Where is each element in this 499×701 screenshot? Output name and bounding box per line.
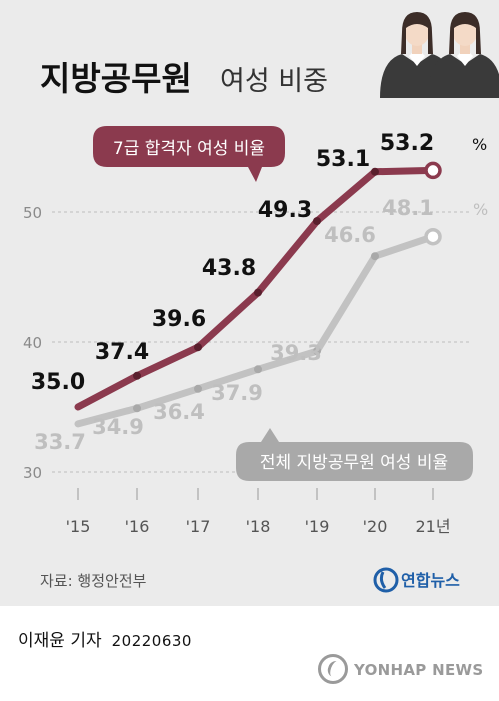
data-point [133, 404, 141, 413]
y-tick-label: 40 [23, 334, 42, 352]
x-tick-label: 21년 [415, 517, 450, 536]
x-tick-label: '17 [186, 517, 211, 536]
yonhap-watermark: YONHAP NEWS [318, 650, 493, 692]
x-tick-label: '20 [363, 517, 388, 536]
data-label-all-officials: 34.9 [92, 415, 144, 439]
watermark-text: YONHAP NEWS [354, 661, 484, 679]
x-tick-label: '18 [246, 517, 271, 536]
legend-all-officials: 전체 지방공무원 여성 비율 [236, 428, 473, 481]
data-point [194, 343, 202, 352]
data-point [254, 365, 262, 374]
legend-label-all-officials: 전체 지방공무원 여성 비율 [260, 453, 448, 473]
unit-label: % [473, 200, 488, 219]
brand-name: 연합뉴스 [401, 571, 460, 590]
chart-title: 지방공무원 [40, 59, 192, 98]
data-point-end [424, 161, 442, 180]
data-label-7th-grade: 49.3 [258, 198, 312, 223]
yonhap-logo-icon [373, 567, 399, 593]
chart-svg: 지방공무원 여성 비중 '15 '16 '17 '18 '19 '20 21년 30 40 50 [23, 12, 499, 593]
data-point [313, 347, 321, 356]
data-label-all-officials: 36.4 [153, 400, 205, 424]
unit-label: % [472, 135, 487, 154]
chart-subtitle: 여성 비중 [220, 66, 328, 97]
chart-panel: 지방공무원 여성 비중 '15 '16 '17 '18 '19 '20 21년 30 40 50 [0, 0, 499, 606]
y-tick-label: 30 [23, 464, 42, 482]
data-label-all-officials: 48.1 [382, 196, 434, 220]
data-label-7th-grade: 43.8 [202, 256, 256, 281]
data-point [194, 384, 202, 393]
x-tick-label: '19 [305, 517, 330, 536]
legend-7th-grade: 7급 합격자 여성 비율 [93, 126, 285, 182]
data-label-7th-grade: 37.4 [95, 340, 149, 365]
data-point [313, 217, 321, 226]
woman-figure-icon [428, 12, 499, 98]
data-label-all-officials: 39.3 [270, 341, 322, 365]
data-point-end [424, 227, 442, 246]
data-labels: 35.0 37.439.6 43.8 49.3 53.1 53.2 33.734.9 36.4… [31, 131, 488, 454]
legend-label-7th-grade: 7급 합격자 여성 비율 [113, 139, 265, 159]
yonhap-watermark-icon [318, 654, 348, 684]
byline-name: 이재윤 기자 [18, 631, 102, 651]
data-label-7th-grade: 39.6 [152, 307, 206, 332]
source-note: 자료: 행정안전부 [40, 572, 147, 590]
x-axis: '15 '16 '17 '18 '19 '20 21년 [66, 488, 451, 536]
x-tick-label: '15 [66, 517, 91, 536]
data-point [254, 288, 262, 297]
byline: 이재윤 기자 20220630 [18, 626, 192, 651]
x-tick-label: '16 [125, 517, 150, 536]
y-axis: 30 40 50 [23, 204, 42, 482]
data-point [133, 371, 141, 380]
data-label-all-officials: 46.6 [324, 223, 376, 247]
data-label-all-officials: 37.9 [211, 381, 263, 405]
y-tick-label: 50 [23, 204, 42, 222]
data-point [371, 167, 379, 176]
data-label-7th-grade: 53.2 [380, 131, 434, 156]
series-layer [74, 161, 442, 428]
data-label-all-officials: 33.7 [34, 430, 86, 454]
data-point [371, 252, 379, 261]
data-label-7th-grade: 35.0 [31, 370, 85, 395]
byline-date: 20220630 [111, 632, 192, 650]
data-label-7th-grade: 53.1 [316, 147, 370, 172]
